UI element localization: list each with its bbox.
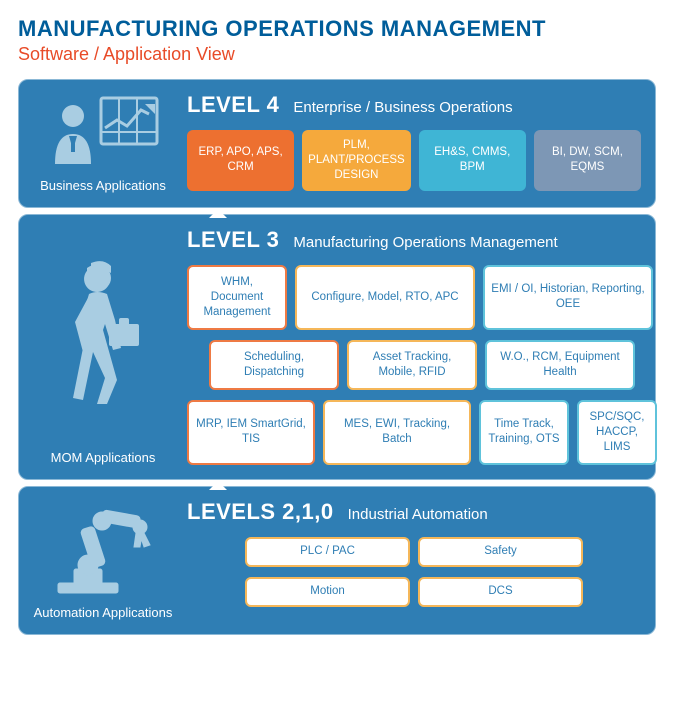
panel-level-3: MOM Applications LEVEL 3 Manufacturing O…: [18, 214, 656, 480]
worker-walking-icon: [53, 260, 153, 410]
app-box: DCS: [418, 577, 583, 607]
side-label: Automation Applications: [34, 605, 173, 620]
row: WHM, Document ManagementConfigure, Model…: [187, 265, 657, 330]
app-box: Scheduling, Dispatching: [209, 340, 339, 390]
level-desc: Industrial Automation: [348, 506, 488, 523]
side-label: Business Applications: [40, 178, 166, 193]
businessman-chart-icon: [43, 92, 163, 172]
app-box: PLC / PAC: [245, 537, 410, 567]
row: Scheduling, DispatchingAsset Tracking, M…: [187, 340, 657, 390]
app-box: Time Track, Training, OTS: [479, 400, 569, 465]
level-header: LEVEL 4 Enterprise / Business Operations: [187, 92, 641, 118]
app-box: W.O., RCM, Equipment Health: [485, 340, 635, 390]
title-sub: Software / Application View: [18, 44, 656, 65]
row: PLC / PAC Safety: [187, 537, 641, 567]
level-header: LEVELS 2,1,0 Industrial Automation: [187, 499, 641, 525]
app-box: EMI / OI, Historian, Reporting, OEE: [483, 265, 653, 330]
app-box: MRP, IEM SmartGrid, TIS: [187, 400, 315, 465]
level-name: LEVEL 4: [187, 92, 279, 118]
app-box: ERP, APO, APS, CRM: [187, 130, 294, 191]
app-box: WHM, Document Management: [187, 265, 287, 330]
app-box: MES, EWI, Tracking, Batch: [323, 400, 471, 465]
panel-level-4: Business Applications LEVEL 4 Enterprise…: [18, 79, 656, 208]
side-label: MOM Applications: [51, 450, 156, 465]
side-mom-applications: MOM Applications: [33, 227, 173, 465]
app-box: Configure, Model, RTO, APC: [295, 265, 475, 330]
connector-icon: [209, 209, 227, 218]
app-box: PLM, PLANT/PROCESS DESIGN: [302, 130, 411, 191]
level-desc: Enterprise / Business Operations: [293, 99, 512, 116]
connector-icon: [209, 481, 227, 490]
app-box: BI, DW, SCM, EQMS: [534, 130, 641, 191]
level-name: LEVEL 3: [187, 227, 279, 253]
row: ERP, APO, APS, CRMPLM, PLANT/PROCESS DES…: [187, 130, 641, 191]
robot-arm-icon: [48, 499, 158, 599]
row: MRP, IEM SmartGrid, TISMES, EWI, Trackin…: [187, 400, 657, 465]
level-name: LEVELS 2,1,0: [187, 499, 334, 525]
app-box: SPC/SQC, HACCP, LIMS: [577, 400, 657, 465]
side-automation-applications: Automation Applications: [33, 499, 173, 620]
row: Motion DCS: [187, 577, 641, 607]
panel-level-210: Automation Applications LEVELS 2,1,0 Ind…: [18, 486, 656, 635]
app-box: Asset Tracking, Mobile, RFID: [347, 340, 477, 390]
app-box: EH&S, CMMS, BPM: [419, 130, 526, 191]
level-header: LEVEL 3 Manufacturing Operations Managem…: [187, 227, 657, 253]
app-box: Safety: [418, 537, 583, 567]
title-main: MANUFACTURING OPERATIONS MANAGEMENT: [18, 16, 656, 42]
level-desc: Manufacturing Operations Management: [293, 234, 557, 251]
panel-main: LEVEL 3 Manufacturing Operations Managem…: [187, 227, 657, 465]
panel-main: LEVELS 2,1,0 Industrial Automation PLC /…: [187, 499, 641, 620]
app-box: Motion: [245, 577, 410, 607]
panel-main: LEVEL 4 Enterprise / Business Operations…: [187, 92, 641, 193]
side-business-applications: Business Applications: [33, 92, 173, 193]
